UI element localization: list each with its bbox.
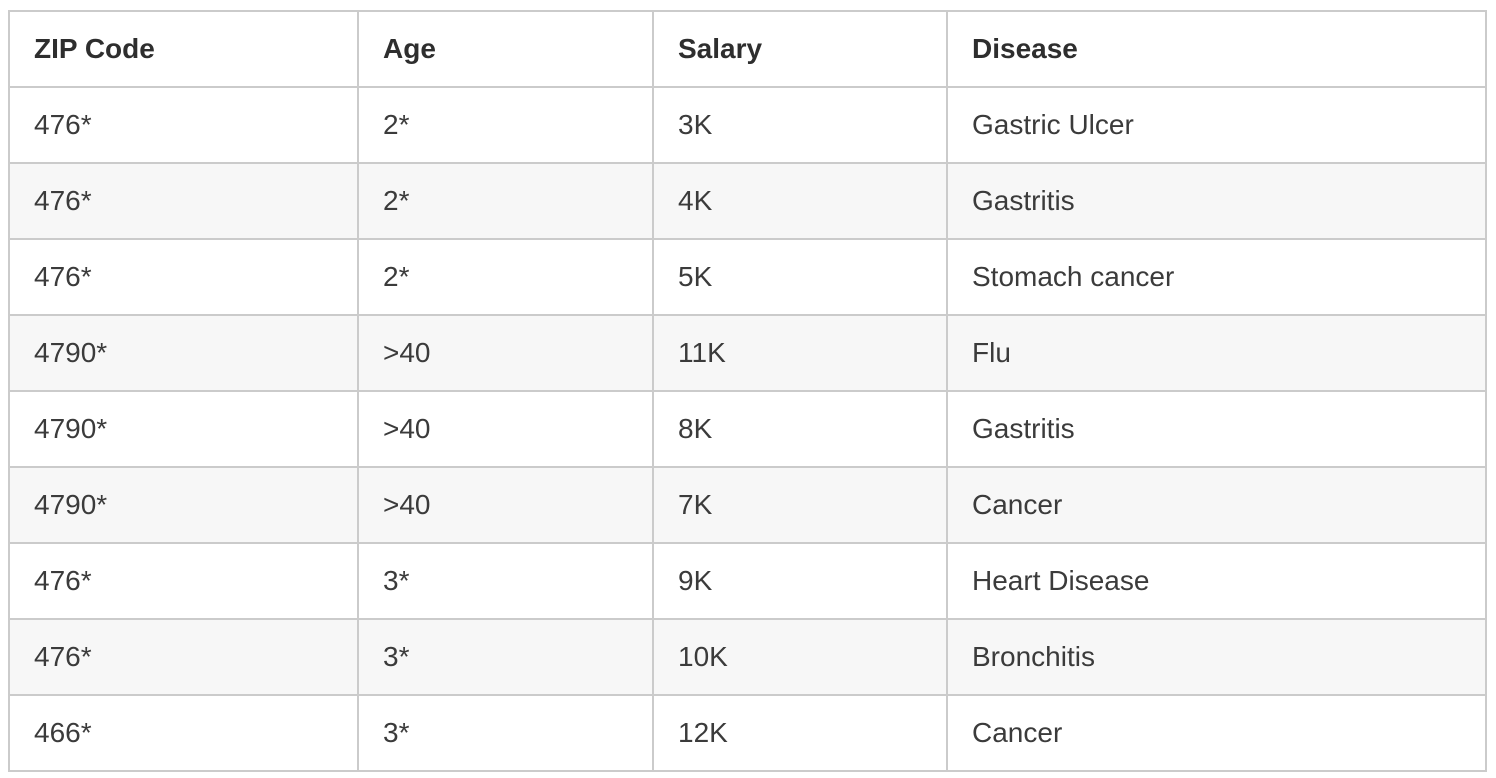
column-header-salary: Salary [652,10,948,88]
table-row: 4790* >40 11K Flu [8,314,1487,392]
table-row: 4790* >40 8K Gastritis [8,390,1487,468]
cell-salary: 4K [652,162,948,240]
cell-zip-code: 466* [8,694,359,772]
table-row: 476* 3* 9K Heart Disease [8,542,1487,620]
cell-salary: 7K [652,466,948,544]
cell-zip-code: 476* [8,238,359,316]
cell-zip-code: 476* [8,162,359,240]
cell-disease: Cancer [946,466,1487,544]
cell-salary: 3K [652,86,948,164]
cell-disease: Gastric Ulcer [946,86,1487,164]
cell-zip-code: 4790* [8,466,359,544]
cell-salary: 11K [652,314,948,392]
cell-zip-code: 476* [8,542,359,620]
table-row: 4790* >40 7K Cancer [8,466,1487,544]
cell-age: >40 [357,390,654,468]
cell-salary: 8K [652,390,948,468]
cell-salary: 5K [652,238,948,316]
table-row: 476* 2* 5K Stomach cancer [8,238,1487,316]
cell-salary: 10K [652,618,948,696]
cell-zip-code: 4790* [8,314,359,392]
cell-age: 3* [357,542,654,620]
cell-salary: 12K [652,694,948,772]
cell-disease: Gastritis [946,162,1487,240]
cell-disease: Bronchitis [946,618,1487,696]
header-row: ZIP Code Age Salary Disease [8,10,1487,88]
cell-age: 2* [357,86,654,164]
cell-age: >40 [357,466,654,544]
cell-age: 3* [357,694,654,772]
cell-disease: Flu [946,314,1487,392]
column-header-disease: Disease [946,10,1487,88]
cell-zip-code: 476* [8,86,359,164]
cell-age: 2* [357,162,654,240]
column-header-zip-code: ZIP Code [8,10,359,88]
table-row: 476* 2* 4K Gastritis [8,162,1487,240]
table-row: 476* 3* 10K Bronchitis [8,618,1487,696]
cell-disease: Cancer [946,694,1487,772]
cell-age: 2* [357,238,654,316]
cell-salary: 9K [652,542,948,620]
cell-disease: Gastritis [946,390,1487,468]
table-row: 466* 3* 12K Cancer [8,694,1487,772]
cell-age: 3* [357,618,654,696]
cell-disease: Stomach cancer [946,238,1487,316]
cell-disease: Heart Disease [946,542,1487,620]
column-header-age: Age [357,10,654,88]
cell-age: >40 [357,314,654,392]
cell-zip-code: 476* [8,618,359,696]
data-table: ZIP Code Age Salary Disease 476* 2* 3K G… [8,10,1487,772]
cell-zip-code: 4790* [8,390,359,468]
table-row: 476* 2* 3K Gastric Ulcer [8,86,1487,164]
